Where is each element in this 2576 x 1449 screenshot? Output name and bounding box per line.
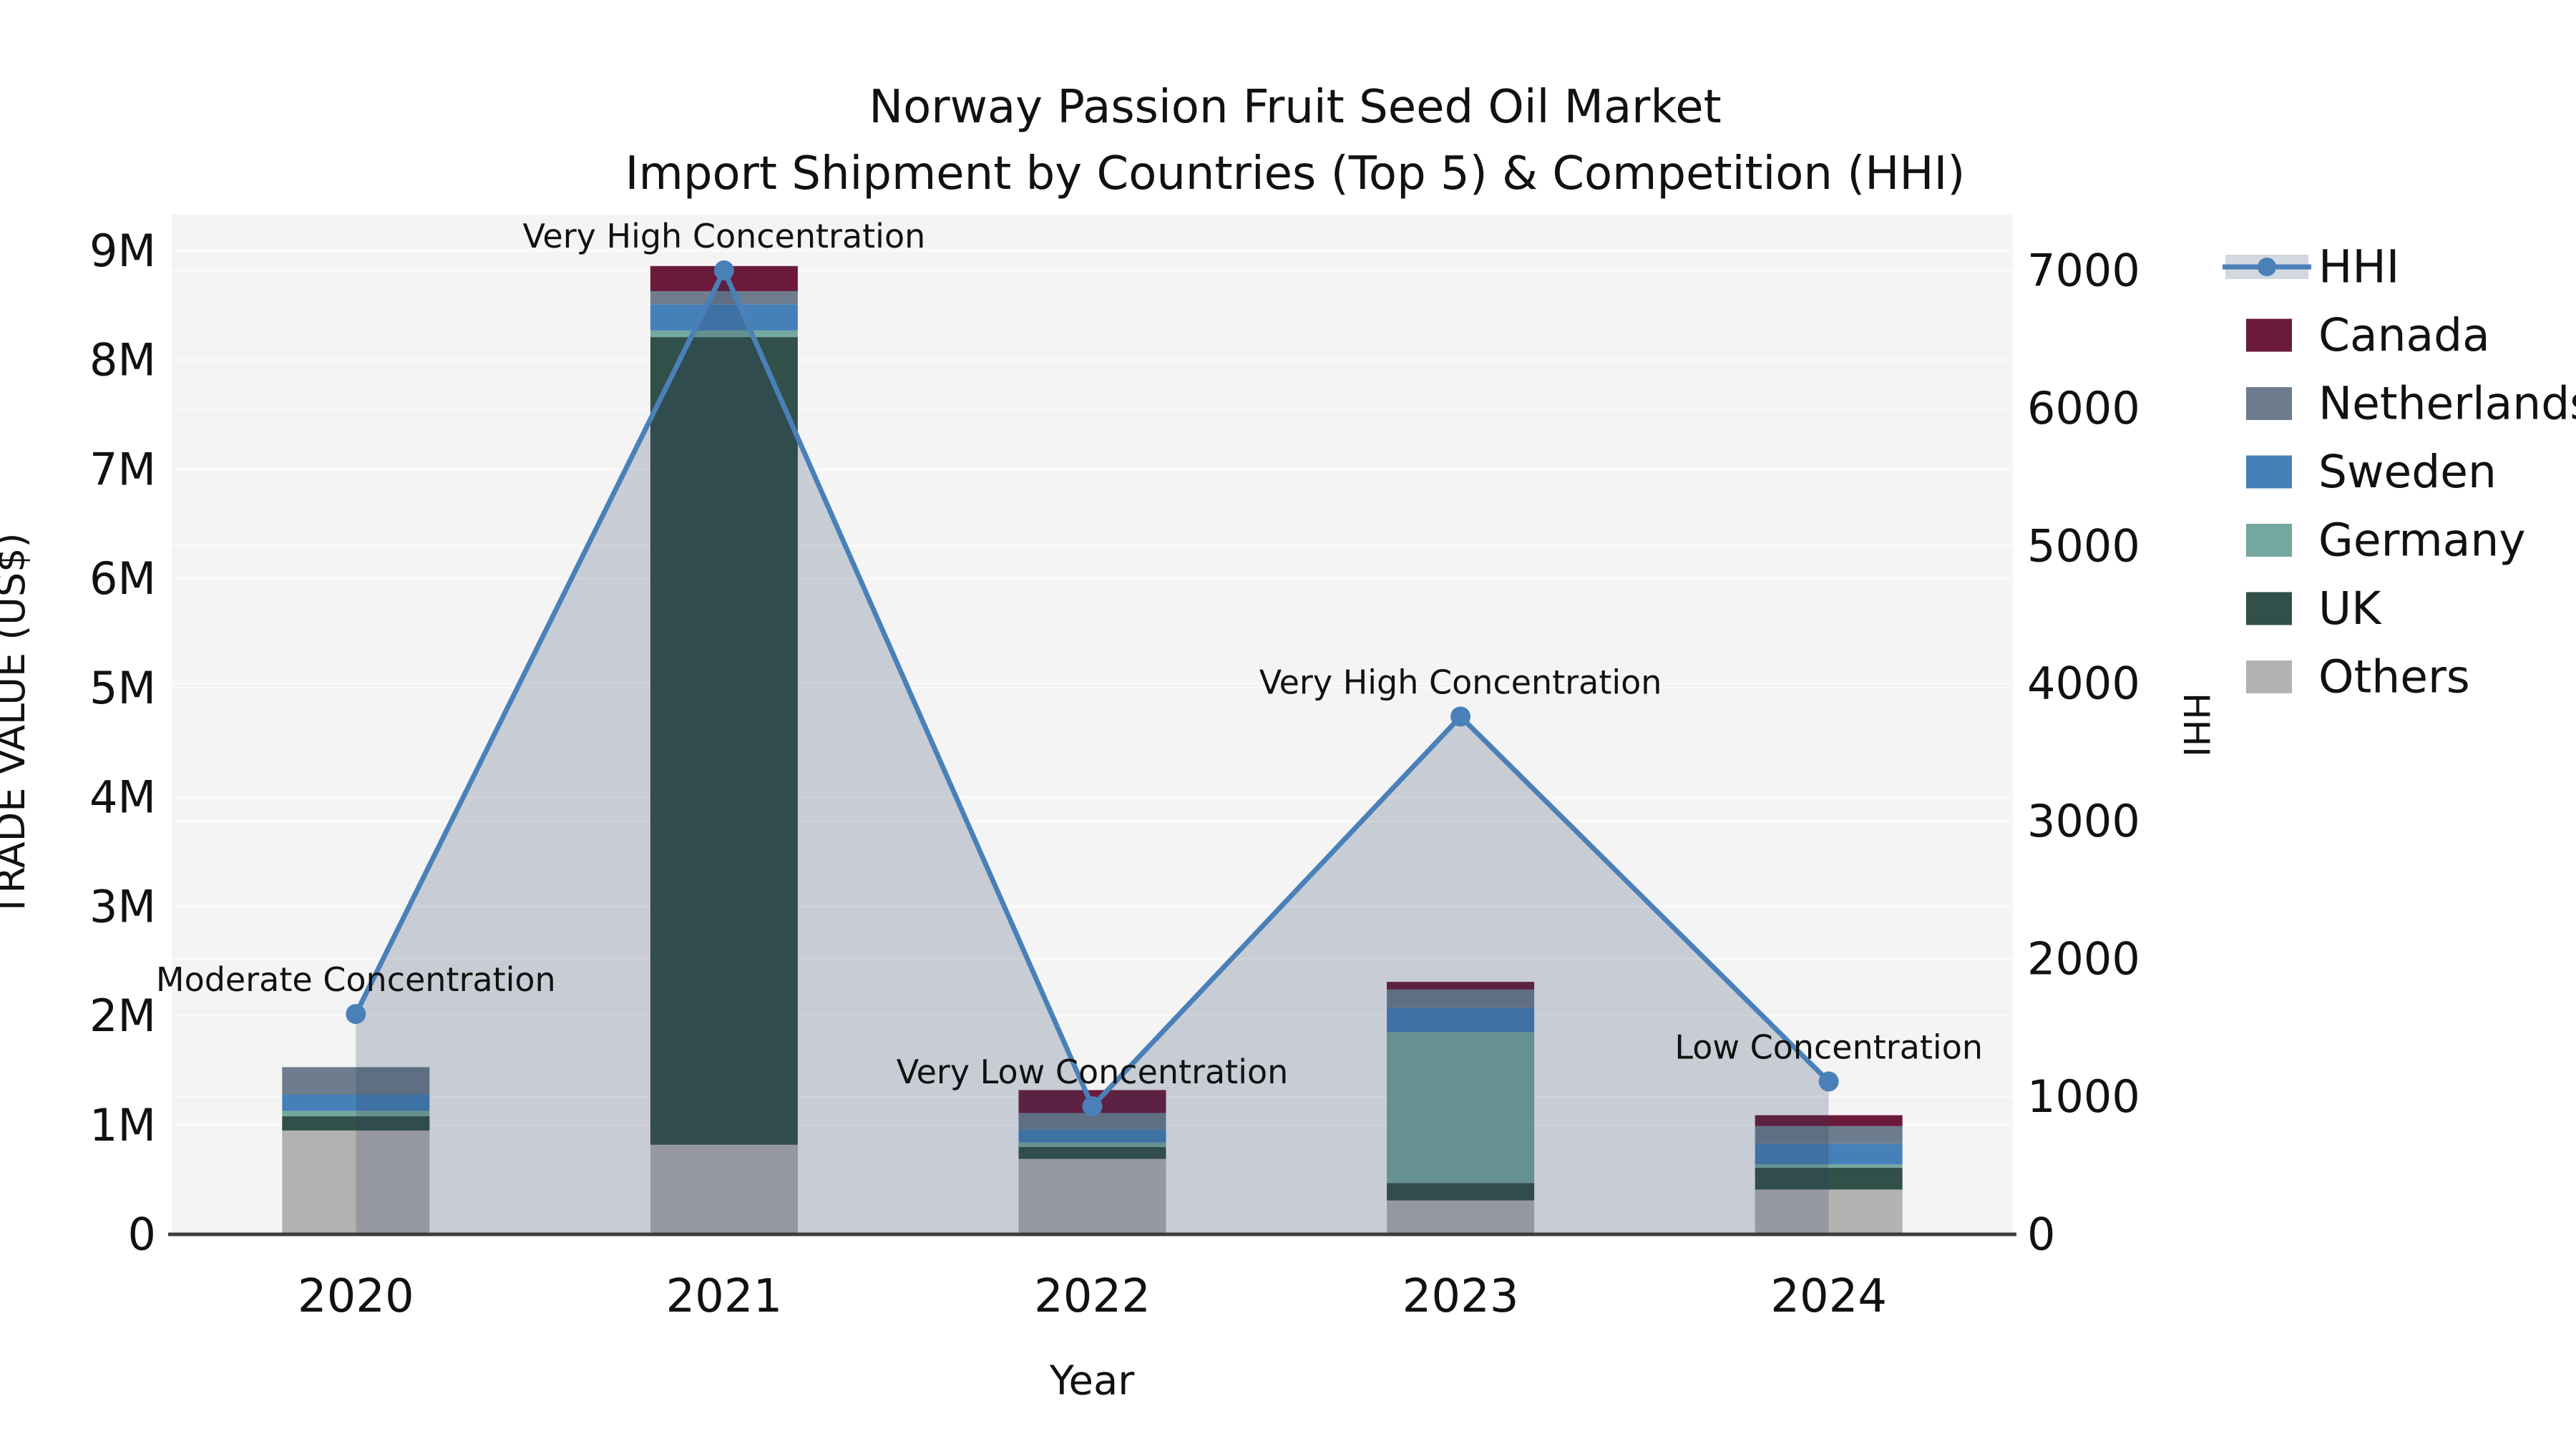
legend-label-others: Others <box>2318 651 2470 703</box>
y2-tick-label: 4000 <box>2027 658 2140 710</box>
legend-label-netherlands: Netherlands <box>2318 378 2576 430</box>
x-axis-label: Year <box>1049 1358 1136 1405</box>
x-tick-label: 2020 <box>298 1270 414 1323</box>
legend-label-canada: Canada <box>2318 309 2490 361</box>
legend: HHI Canada Netherlands Sweden Germany UK Other… <box>2223 241 2576 703</box>
bar-segment-others <box>1755 1189 1903 1234</box>
bar-segment-sweden <box>1755 1143 1903 1165</box>
bar-segment-germany <box>282 1111 430 1117</box>
x-tick-label: 2021 <box>665 1270 782 1323</box>
bar-segment-netherlands <box>1755 1126 1903 1144</box>
bar-segment-germany <box>1387 1032 1535 1184</box>
hhi-marker <box>713 260 734 280</box>
bar-segment-netherlands <box>282 1067 430 1095</box>
y-tick-label: 8M <box>89 334 156 386</box>
bar-segment-germany <box>1018 1142 1166 1147</box>
hhi-area-fill <box>356 270 1829 1234</box>
stacked-bars <box>282 265 1903 1234</box>
bar-segment-sweden <box>1018 1129 1166 1143</box>
bar-segment-sweden <box>1387 1008 1535 1033</box>
hhi-marker <box>1082 1096 1103 1117</box>
bar-segment-canada <box>1755 1115 1903 1126</box>
y-tick-label: 7M <box>89 443 156 495</box>
chart-title-line2: Import Shipment by Countries (Top 5) & C… <box>625 147 1966 200</box>
y-tick-label: 6M <box>89 552 156 605</box>
y-tick-label: 5M <box>89 662 156 714</box>
x-tick-label: 2023 <box>1402 1270 1519 1323</box>
annotation-label: Very Low Concentration <box>897 1053 1289 1091</box>
bar-segment-uk <box>1018 1146 1166 1159</box>
legend-swatch-sweden <box>2246 455 2292 489</box>
y-tick-label: 0 <box>128 1209 156 1261</box>
hhi-marker <box>1450 706 1471 727</box>
y2-tick-label: 0 <box>2027 1209 2055 1261</box>
bar-segment-others <box>282 1130 430 1234</box>
legend-label-hhi: HHI <box>2318 241 2399 293</box>
legend-label-germany: Germany <box>2318 514 2526 567</box>
hhi-marker <box>346 1004 366 1025</box>
bar-segment-uk <box>1755 1167 1903 1190</box>
bar-segment-others <box>650 1144 798 1234</box>
bar-segment-canada <box>1387 982 1535 990</box>
bar-segment-others <box>1018 1158 1166 1234</box>
y2-tick-label: 1000 <box>2027 1070 2140 1123</box>
bar-segment-uk <box>1387 1183 1535 1201</box>
annotation-label: Very High Concentration <box>1259 663 1662 701</box>
bar-segment-sweden <box>282 1094 430 1111</box>
legend-label-uk: UK <box>2318 582 2382 635</box>
y-tick-label: 2M <box>89 990 156 1042</box>
plot-background <box>172 215 2013 1234</box>
chart-title-line1: Norway Passion Fruit Seed Oil Market <box>869 81 1721 134</box>
legend-hhi-marker-icon <box>2258 258 2276 276</box>
annotation-label: Moderate Concentration <box>156 960 556 999</box>
y2-tick-label: 2000 <box>2027 933 2140 985</box>
bar-segment-uk <box>650 337 798 1145</box>
legend-swatch-others <box>2246 660 2292 693</box>
plot-area <box>172 215 2013 1234</box>
legend-swatch-netherlands <box>2246 387 2292 420</box>
x-tick-label: 2024 <box>1770 1270 1887 1323</box>
bar-segment-netherlands <box>1387 989 1535 1008</box>
legend-swatch-uk <box>2246 592 2292 625</box>
bar-segment-germany <box>650 330 798 338</box>
y-tick-label: 3M <box>89 880 156 932</box>
legend-swatch-canada <box>2246 318 2292 352</box>
hhi-line <box>346 260 1839 1117</box>
y-tick-label: 1M <box>89 1099 156 1151</box>
y-axis-label-right: HHI <box>2175 693 2217 757</box>
bar-segment-netherlands <box>650 291 798 305</box>
legend-label-sweden: Sweden <box>2318 446 2497 498</box>
bar-segment-germany <box>1755 1164 1903 1168</box>
y2-tick-label: 7000 <box>2027 244 2140 296</box>
bar-segment-others <box>1387 1200 1535 1234</box>
legend-swatch-germany <box>2246 524 2292 557</box>
annotations: Moderate Concentration Very High Concentr… <box>156 217 1983 1091</box>
hhi-marker <box>1818 1071 1839 1092</box>
y2-tick-label: 6000 <box>2027 382 2140 434</box>
bar-segment-sweden <box>650 304 798 331</box>
x-tick-label: 2022 <box>1034 1270 1151 1323</box>
bar-segment-uk <box>282 1116 430 1131</box>
annotation-label: Very High Concentration <box>523 217 926 255</box>
axes: 0 1M 2M 3M 4M 5M 6M 7M 8M 9M 0 1000 2000 3000 4000 5000… <box>89 225 2140 1323</box>
y2-tick-label: 5000 <box>2027 519 2140 572</box>
y2-tick-label: 3000 <box>2027 795 2140 847</box>
annotation-label: Low Concentration <box>1674 1028 1983 1066</box>
y-tick-label: 4M <box>89 771 156 824</box>
hhi-area <box>356 270 1829 1234</box>
y-axis-label-left: TRADE VALUE (US$) <box>0 532 34 917</box>
y-tick-label: 9M <box>89 225 156 277</box>
bar-segment-netherlands <box>1018 1113 1166 1130</box>
